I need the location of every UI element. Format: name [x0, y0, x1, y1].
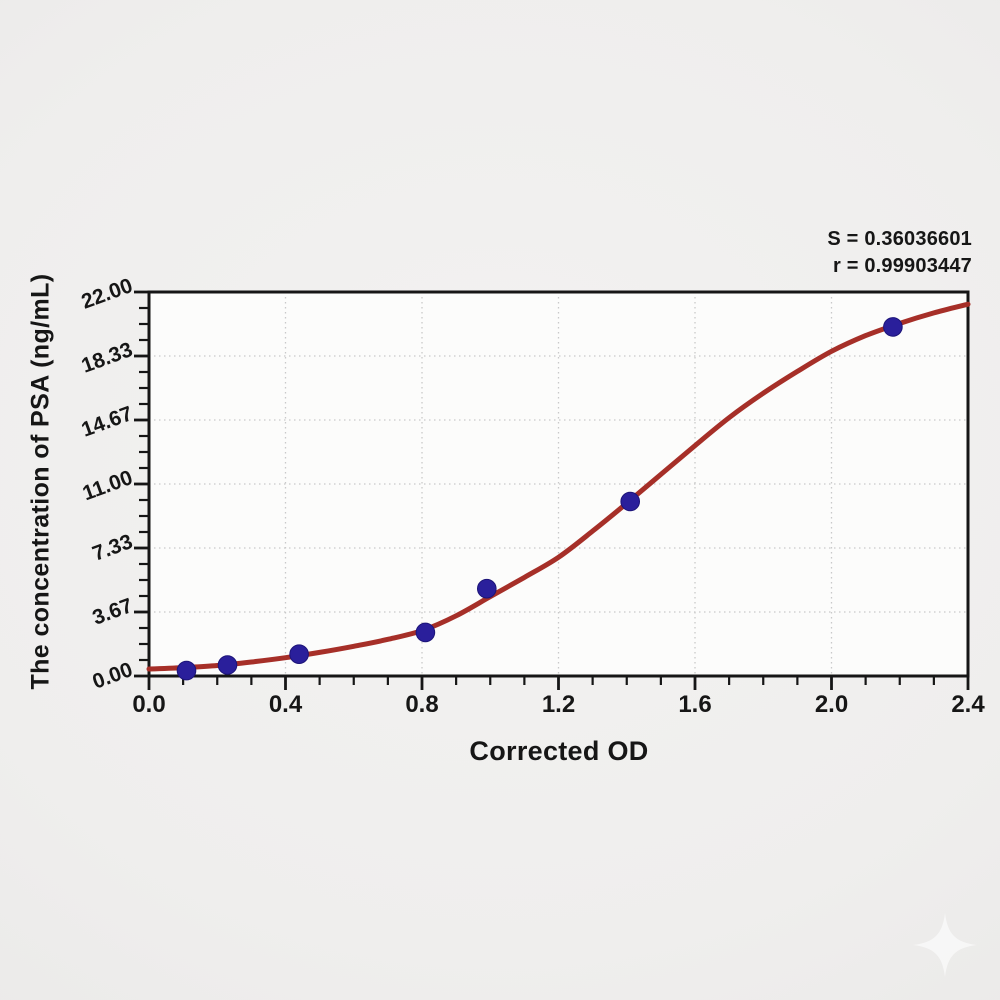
y-tick-label: 11.00: [80, 466, 136, 505]
plot-border: [147, 290, 970, 678]
x-tick-label: 0.8: [405, 691, 438, 718]
gridlines: [149, 292, 968, 676]
y-tick-label: 18.33: [78, 338, 135, 378]
data-point: [176, 660, 197, 681]
fit-statistics: S = 0.36036601 r = 0.99903447: [827, 226, 972, 280]
data-point: [883, 317, 903, 337]
y-tick-label: 3.67: [89, 594, 135, 630]
axis-ticks: [134, 290, 970, 690]
y-tick-label: 0.00: [89, 658, 135, 694]
data-point: [415, 622, 436, 643]
sparkle-watermark-icon: [913, 913, 977, 977]
data-point: [289, 644, 309, 665]
data-point: [217, 655, 238, 675]
x-tick-label: 0.4: [269, 691, 303, 718]
y-tick-labels: 0.00 3.67 7.33 11.00 14.67 18.33 22.00: [78, 274, 135, 694]
y-tick-label: 14.67: [78, 402, 135, 442]
fit-curve-line: [146, 301, 971, 672]
x-tick-label: 1.6: [678, 691, 711, 718]
s-value-text: S = 0.36036601: [827, 228, 972, 250]
x-tick-labels: 0.0 0.4 0.8 1.2 1.6 2.0 2.4: [132, 691, 985, 718]
x-tick-label: 2.4: [951, 691, 985, 718]
x-axis-title: Corrected OD: [469, 736, 649, 766]
data-points: [176, 317, 903, 681]
y-tick-label: 7.33: [89, 530, 135, 566]
x-tick-label: 2.0: [815, 691, 848, 718]
data-point: [620, 491, 641, 512]
data-point: [477, 578, 497, 599]
x-tick-label: 0.0: [132, 691, 165, 718]
x-tick-label: 1.2: [542, 691, 575, 718]
y-axis-title: The concentration of PSA (ng/mL): [26, 273, 55, 690]
r-value-text: r = 0.99903447: [832, 255, 972, 277]
y-tick-label: 22.00: [78, 274, 135, 314]
